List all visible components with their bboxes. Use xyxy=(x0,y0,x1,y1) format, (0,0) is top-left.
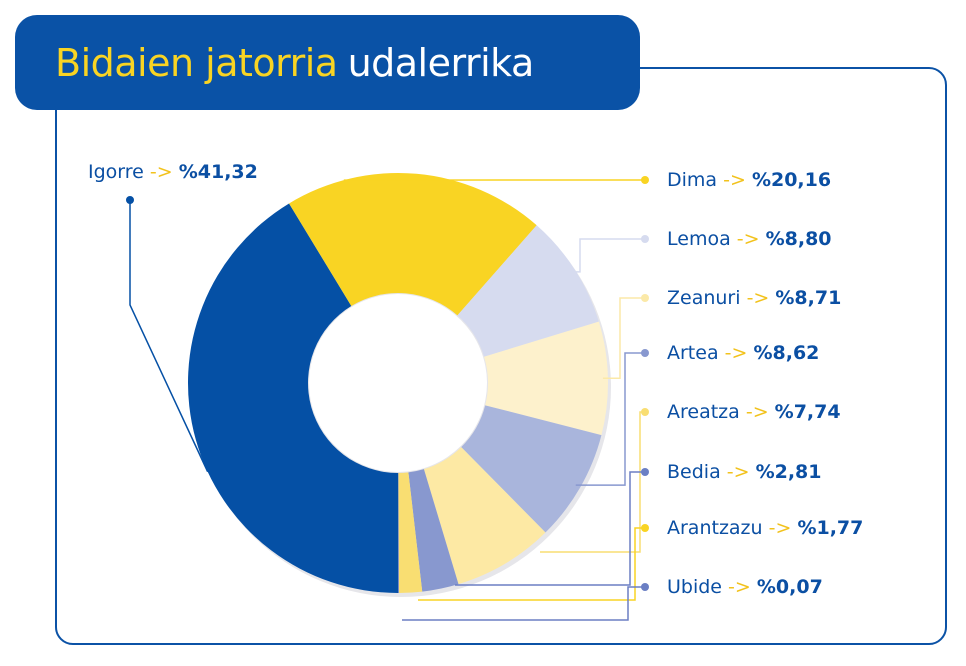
title-part2: udalerrika xyxy=(347,40,535,85)
label-value: %8,62 xyxy=(753,342,820,364)
label-arantzazu: Arantzazu -> %1,77 xyxy=(667,517,863,539)
label-value: %8,80 xyxy=(765,228,832,250)
label-name: Artea xyxy=(667,342,725,364)
label-name: Arantzazu xyxy=(667,517,769,539)
donut-slice-artea xyxy=(461,405,602,533)
label-value: %41,32 xyxy=(178,161,258,183)
leader-dot-artea xyxy=(641,349,649,357)
label-name: Dima xyxy=(667,169,724,191)
label-value: %20,16 xyxy=(751,169,832,191)
donut-slice-dima xyxy=(289,173,537,316)
label-ubide: Ubide -> %0,07 xyxy=(667,576,823,598)
donut-slice-areatza xyxy=(423,447,546,585)
donut-slice-lemoa xyxy=(457,225,599,357)
label-value: %0,07 xyxy=(756,576,823,598)
donut-slice-arantzazu xyxy=(398,472,423,593)
leader-dot-arantzazu xyxy=(641,524,649,532)
arrow-icon: -> xyxy=(746,287,776,309)
arrow-icon: -> xyxy=(736,228,766,250)
donut-slice-igorre xyxy=(187,203,398,593)
leader-dot-lemoa xyxy=(641,235,649,243)
donut-hole xyxy=(309,294,487,472)
label-lemoa: Lemoa -> %8,80 xyxy=(667,228,832,250)
arrow-icon: -> xyxy=(149,161,179,183)
leader-dot-ubide xyxy=(641,583,649,591)
arrow-icon: -> xyxy=(768,517,798,539)
label-name: Zeanuri xyxy=(667,287,747,309)
leader-dot-dima xyxy=(641,176,649,184)
label-value: %8,71 xyxy=(775,287,842,309)
label-name: Ubide xyxy=(667,576,729,598)
leader-line-igorre xyxy=(129,200,209,473)
arrow-icon: -> xyxy=(745,401,775,423)
leader-line-arantzazu xyxy=(418,527,645,601)
label-areatza: Areatza -> %7,74 xyxy=(667,401,841,423)
label-name: Igorre xyxy=(88,161,150,183)
arrow-icon: -> xyxy=(723,169,752,191)
leader-dot-bedia xyxy=(641,468,649,476)
title-part1: Bidaien jatorria xyxy=(55,40,338,85)
label-value: %7,74 xyxy=(774,401,841,423)
leader-line-ubide xyxy=(402,586,645,621)
label-igorre: Igorre -> %41,32 xyxy=(88,161,258,183)
label-name: Areatza xyxy=(667,401,746,423)
label-name: Bedia xyxy=(667,461,727,483)
arrow-icon: -> xyxy=(724,342,754,364)
title-banner: Bidaien jatorria udalerrika xyxy=(15,15,640,110)
leader-line-artea xyxy=(575,352,645,486)
leader-line-zeanuri xyxy=(602,297,645,380)
label-name: Lemoa xyxy=(667,228,737,250)
label-value: %1,77 xyxy=(797,517,864,539)
leader-line-bedia xyxy=(455,471,645,586)
label-artea: Artea -> %8,62 xyxy=(667,342,819,364)
arrow-icon: -> xyxy=(728,576,757,598)
donut-slice-ubide xyxy=(398,472,399,593)
donut-slice-bedia xyxy=(408,469,459,592)
leader-dot-igorre xyxy=(126,196,134,204)
leader-dot-areatza xyxy=(641,408,649,416)
leader-line-lemoa xyxy=(570,238,645,273)
donut-slice-zeanuri xyxy=(484,321,608,436)
label-dima: Dima -> %20,16 xyxy=(667,169,831,191)
leader-dot-zeanuri xyxy=(641,294,649,302)
label-value: %2,81 xyxy=(755,461,822,483)
label-bedia: Bedia -> %2,81 xyxy=(667,461,822,483)
arrow-icon: -> xyxy=(726,461,756,483)
label-zeanuri: Zeanuri -> %8,71 xyxy=(667,287,841,309)
